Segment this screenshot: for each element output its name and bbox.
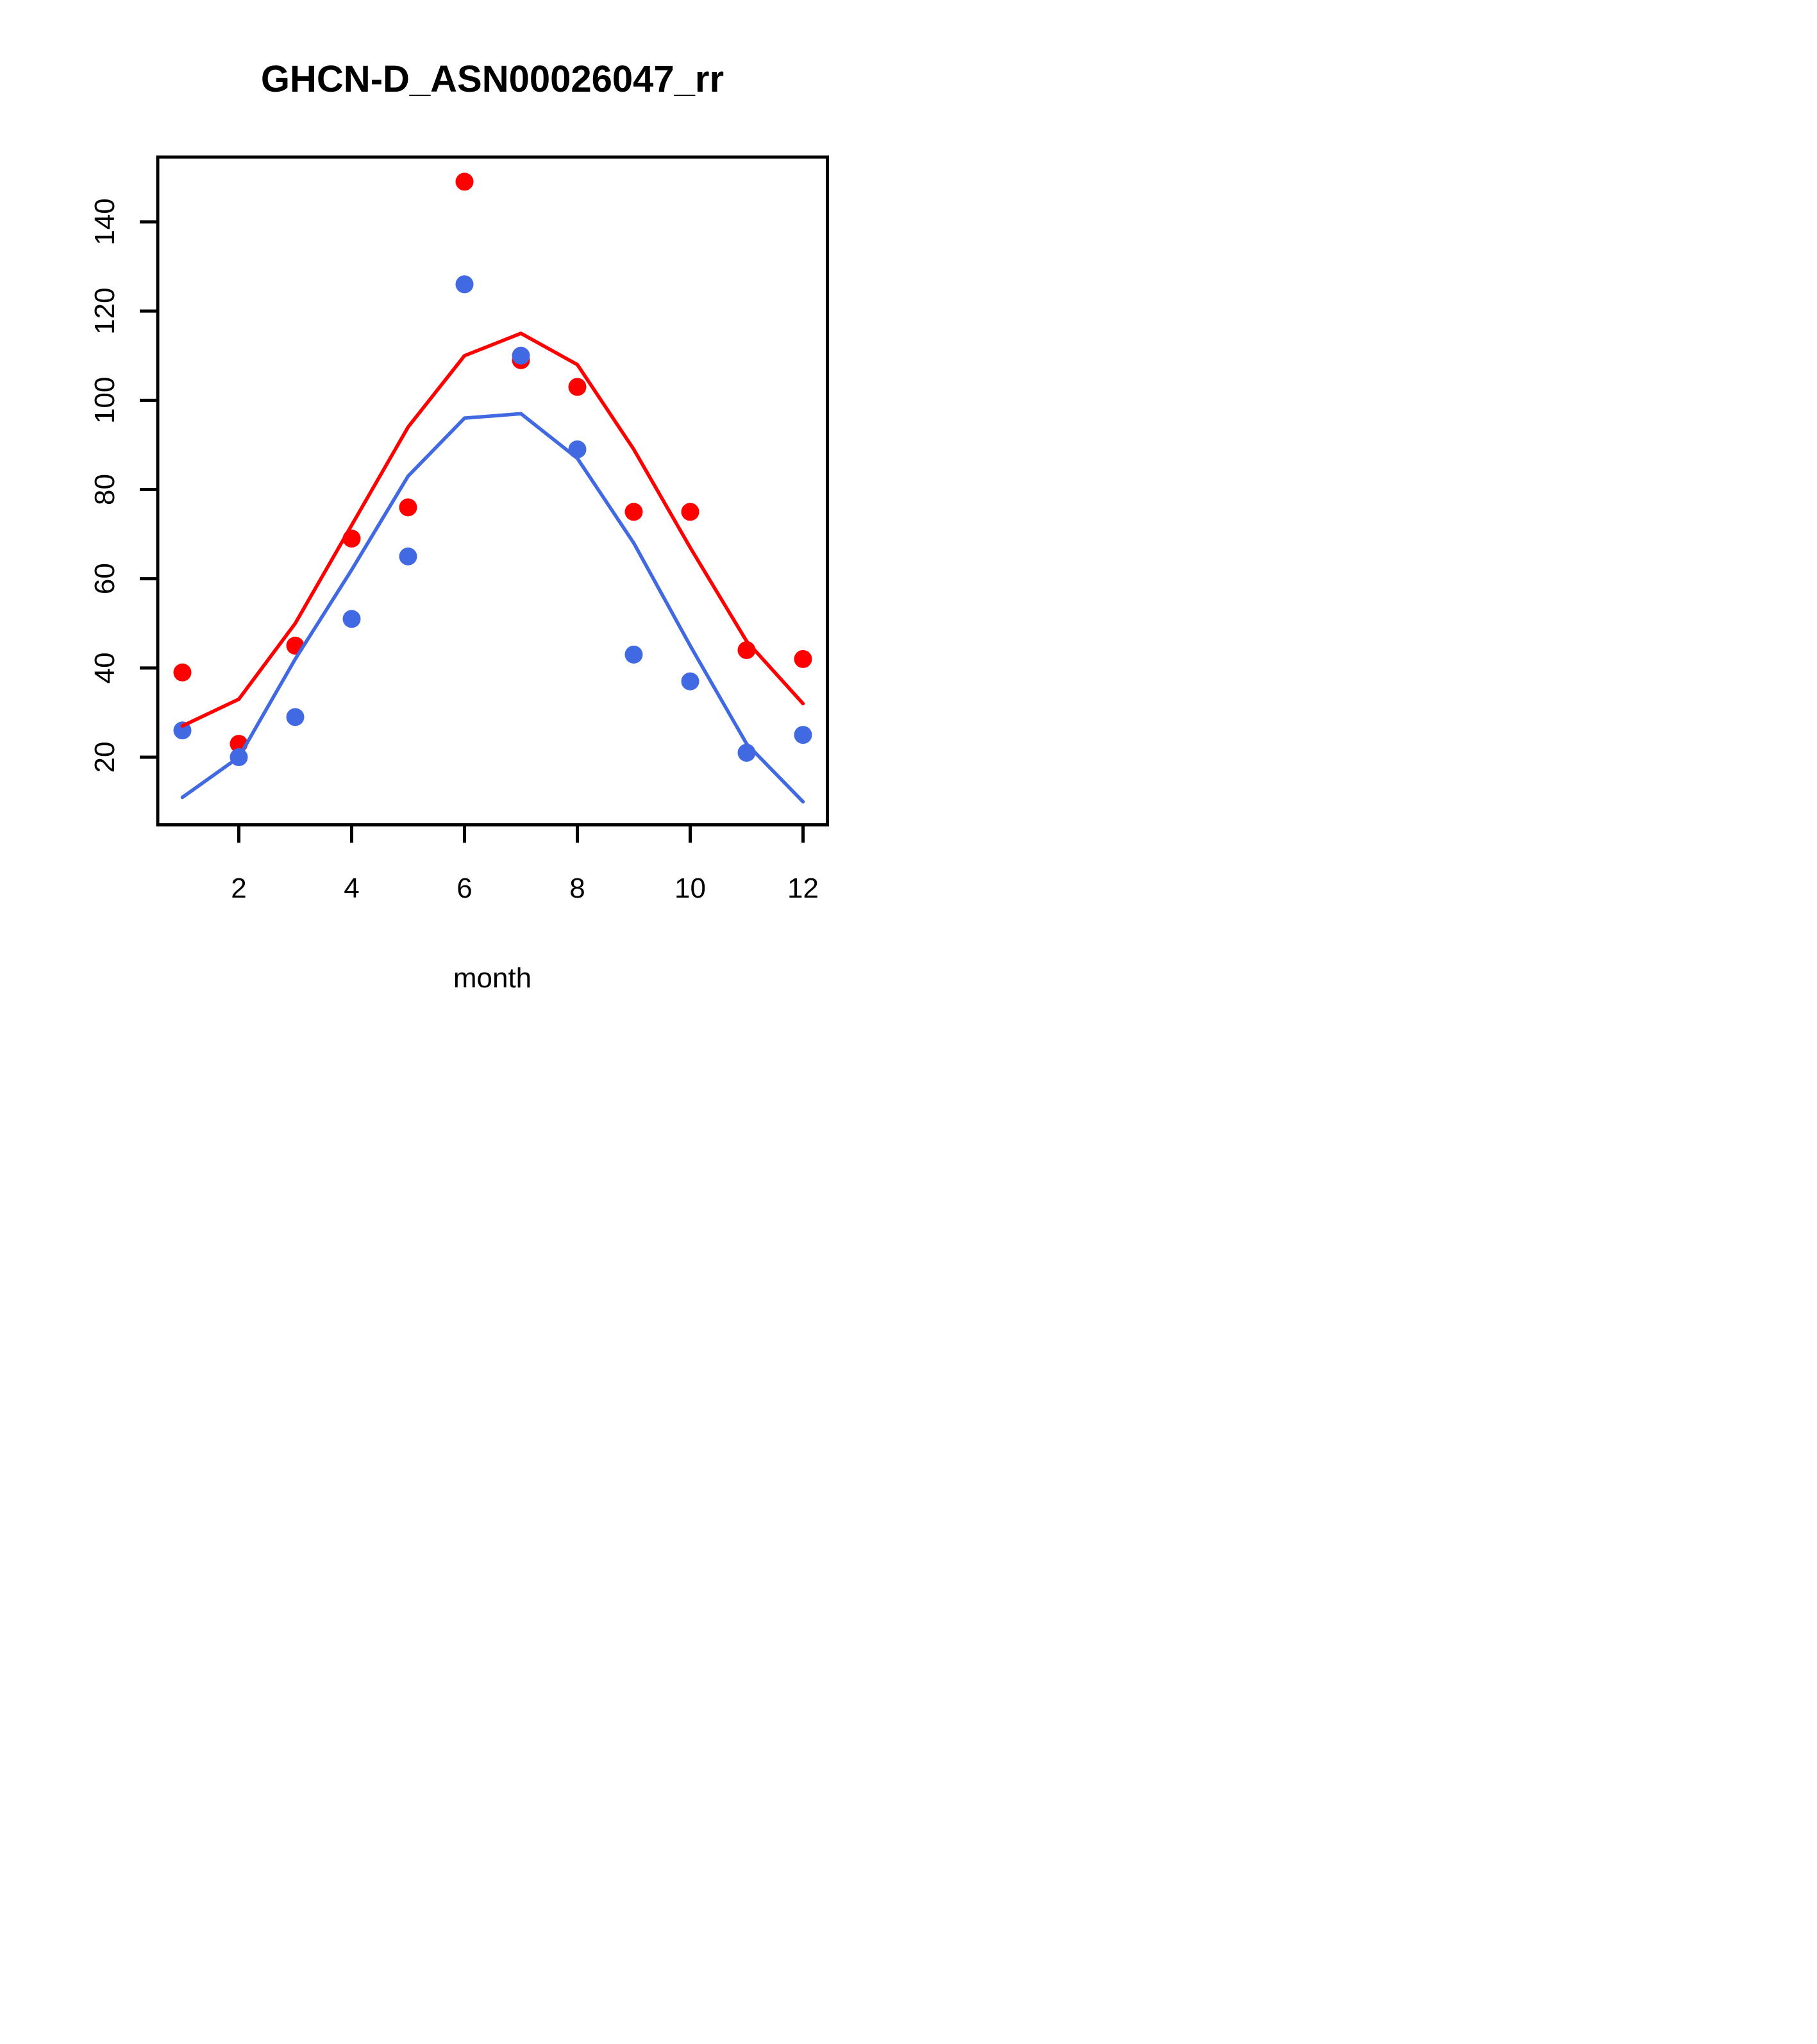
red-points-marker bbox=[173, 663, 192, 682]
y-tick-label: 20 bbox=[89, 742, 121, 773]
blue-points-marker bbox=[681, 672, 699, 691]
red-points-marker bbox=[794, 649, 812, 668]
x-tick-label: 4 bbox=[344, 873, 359, 904]
blue-points-marker bbox=[794, 726, 812, 744]
x-tick-label: 2 bbox=[231, 873, 246, 904]
blue-points-marker bbox=[624, 645, 643, 664]
red-points-marker bbox=[681, 503, 699, 521]
plot-title: GHCN-D_ASN00026047_rr bbox=[261, 58, 724, 100]
y-tick-label: 140 bbox=[89, 198, 121, 245]
blue-points-marker bbox=[286, 708, 305, 726]
red-points-marker bbox=[568, 378, 587, 396]
y-tick-label: 120 bbox=[89, 287, 121, 334]
x-axis-label: month bbox=[453, 962, 532, 994]
x-tick-label: 12 bbox=[787, 873, 819, 904]
red-line-path bbox=[180, 331, 805, 728]
red-points-marker bbox=[455, 172, 474, 191]
blue-points-marker bbox=[455, 275, 474, 294]
y-tick-label: 80 bbox=[89, 474, 121, 505]
y-tick-label: 40 bbox=[89, 652, 121, 683]
blue-points-marker bbox=[568, 440, 587, 458]
blue-points-marker bbox=[342, 610, 361, 628]
blue-points-marker bbox=[173, 721, 192, 740]
blue-points-marker bbox=[399, 547, 417, 565]
figure: GHCN-D_ASN00026047_rr month 20 40 60 80 100 1… bbox=[0, 0, 908, 1022]
red-points-marker bbox=[399, 498, 417, 517]
x-tick-label: 6 bbox=[456, 873, 472, 904]
red-points-marker bbox=[624, 503, 643, 521]
chart-canvas: GHCN-D_ASN00026047_rr month 20 40 60 80 100 1… bbox=[89, 58, 829, 994]
blue-points-marker bbox=[512, 346, 530, 365]
y-tick-label: 100 bbox=[89, 377, 121, 424]
blue-line-path bbox=[180, 412, 805, 804]
x-tick-label: 10 bbox=[674, 873, 706, 904]
x-tick-label: 8 bbox=[569, 873, 585, 904]
y-tick-label: 60 bbox=[89, 563, 121, 594]
